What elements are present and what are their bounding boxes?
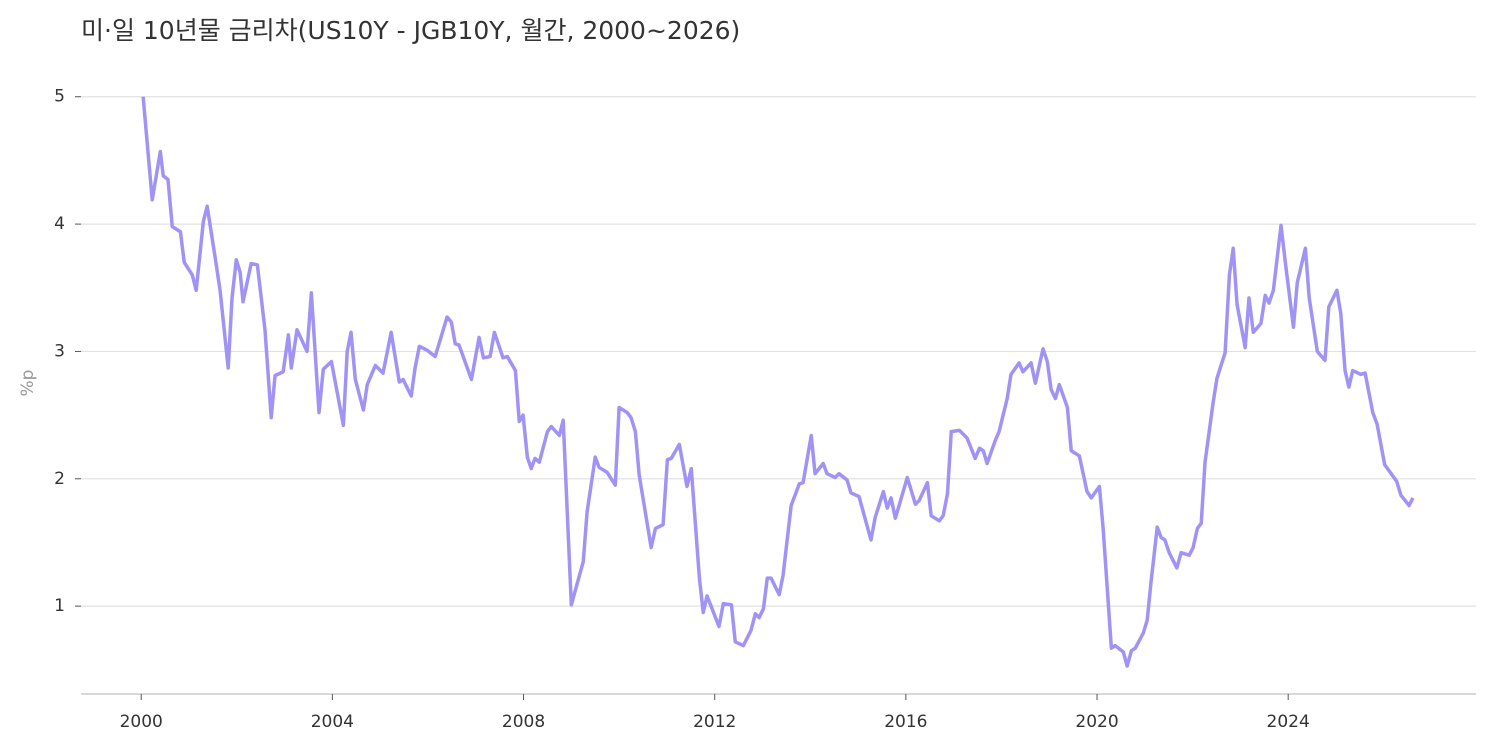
y-tick-label: 2: [54, 469, 65, 489]
x-tick-label: 2024: [1267, 712, 1310, 732]
x-tick-label: 2000: [120, 712, 163, 732]
line: [141, 96, 1415, 668]
x-tick-label: 2004: [311, 712, 354, 732]
y-tick-label: 1: [54, 596, 65, 616]
x-tick-label: 2012: [693, 712, 736, 732]
y-axis-label: %p: [18, 370, 38, 397]
chart-title: 미·일 10년물 금리차(US10Y - JGB10Y, 월간, 2000~20…: [81, 16, 740, 45]
x-tick-label: 2020: [1075, 712, 1118, 732]
x-tick-label: 2008: [502, 712, 545, 732]
x-tick-label: 2016: [884, 712, 927, 732]
y-tick-label: 3: [54, 341, 65, 361]
y-tick-label: 4: [54, 214, 65, 234]
y-tick-label: 5: [54, 87, 65, 107]
